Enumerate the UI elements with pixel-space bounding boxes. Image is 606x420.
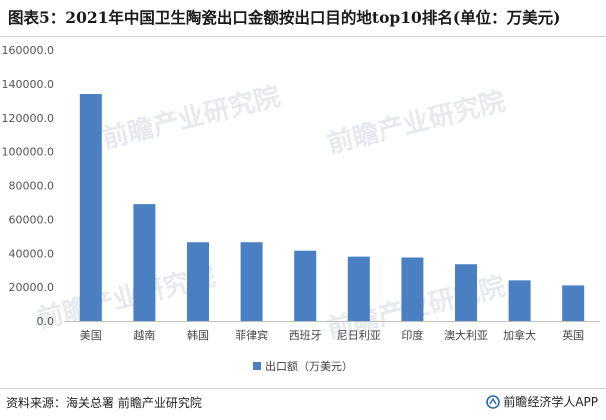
legend-label: 出口额（万美元） bbox=[265, 359, 353, 373]
x-tick-label: 英国 bbox=[562, 328, 584, 342]
bar bbox=[133, 204, 156, 321]
x-tick-label: 尼日利亚 bbox=[337, 329, 381, 342]
bar bbox=[240, 242, 263, 321]
bar bbox=[455, 264, 477, 321]
bar bbox=[347, 256, 370, 321]
bar bbox=[294, 250, 317, 321]
legend-swatch bbox=[253, 362, 261, 370]
y-tick-label: 140000.0 bbox=[2, 78, 55, 91]
y-tick-label: 80000.0 bbox=[9, 180, 55, 193]
bars bbox=[79, 94, 585, 321]
x-tick-label: 西班牙 bbox=[289, 329, 322, 342]
qianzhan-logo-icon bbox=[486, 394, 501, 409]
x-tick-label: 加拿大 bbox=[503, 328, 536, 342]
x-tick-label: 美国 bbox=[80, 329, 102, 342]
source-note: 资料来源：海关总署 前瞻产业研究院 bbox=[6, 396, 202, 410]
y-tick-label: 60000.0 bbox=[9, 213, 55, 226]
y-tick-label: 40000.0 bbox=[9, 247, 55, 260]
watermark-layer: 前瞻产业研究院 前瞻产业研究院 前瞻产业研究院 前瞻产业研究院 bbox=[34, 81, 508, 345]
footer-divider bbox=[0, 388, 606, 389]
x-axis-labels: 美国 越南 韩国 菲律宾 西班牙 尼日利亚 印度 澳大利亚 加拿大 英国 bbox=[80, 328, 584, 342]
bar bbox=[79, 94, 102, 321]
chart-title: 图表5：2021年中国卫生陶瓷出口金额按出口目的地top10排名(单位：万美元) bbox=[8, 8, 561, 27]
x-tick-label: 菲律宾 bbox=[235, 328, 268, 342]
y-tick-label: 20000.0 bbox=[9, 281, 55, 294]
title-divider bbox=[0, 36, 606, 37]
watermark-text: 前瞻产业研究院 bbox=[99, 81, 283, 155]
brand: 前瞻经济学人APP bbox=[486, 393, 598, 410]
bar bbox=[562, 285, 585, 321]
bar bbox=[401, 257, 424, 321]
legend: 出口额（万美元） bbox=[253, 359, 353, 373]
y-tick-label: 120000.0 bbox=[2, 112, 55, 125]
watermark-text: 前瞻产业研究院 bbox=[324, 86, 508, 160]
x-tick-label: 澳大利亚 bbox=[444, 328, 488, 342]
x-tick-label: 越南 bbox=[133, 328, 155, 342]
bar bbox=[187, 242, 209, 321]
bar-chart: 前瞻产业研究院 前瞻产业研究院 前瞻产业研究院 前瞻产业研究院 0.0 20000… bbox=[2, 44, 600, 373]
y-axis-ticks: 0.0 20000.0 40000.0 60000.0 80000.0 100000.0 1… bbox=[2, 44, 55, 328]
y-tick-label: 100000.0 bbox=[2, 146, 55, 159]
x-tick-label: 印度 bbox=[401, 328, 423, 342]
y-tick-label: 0.0 bbox=[37, 315, 55, 328]
bar bbox=[508, 280, 531, 321]
y-tick-label: 160000.0 bbox=[2, 44, 55, 57]
brand-label: 前瞻经济学人APP bbox=[503, 395, 598, 409]
x-tick-label: 韩国 bbox=[187, 328, 209, 342]
